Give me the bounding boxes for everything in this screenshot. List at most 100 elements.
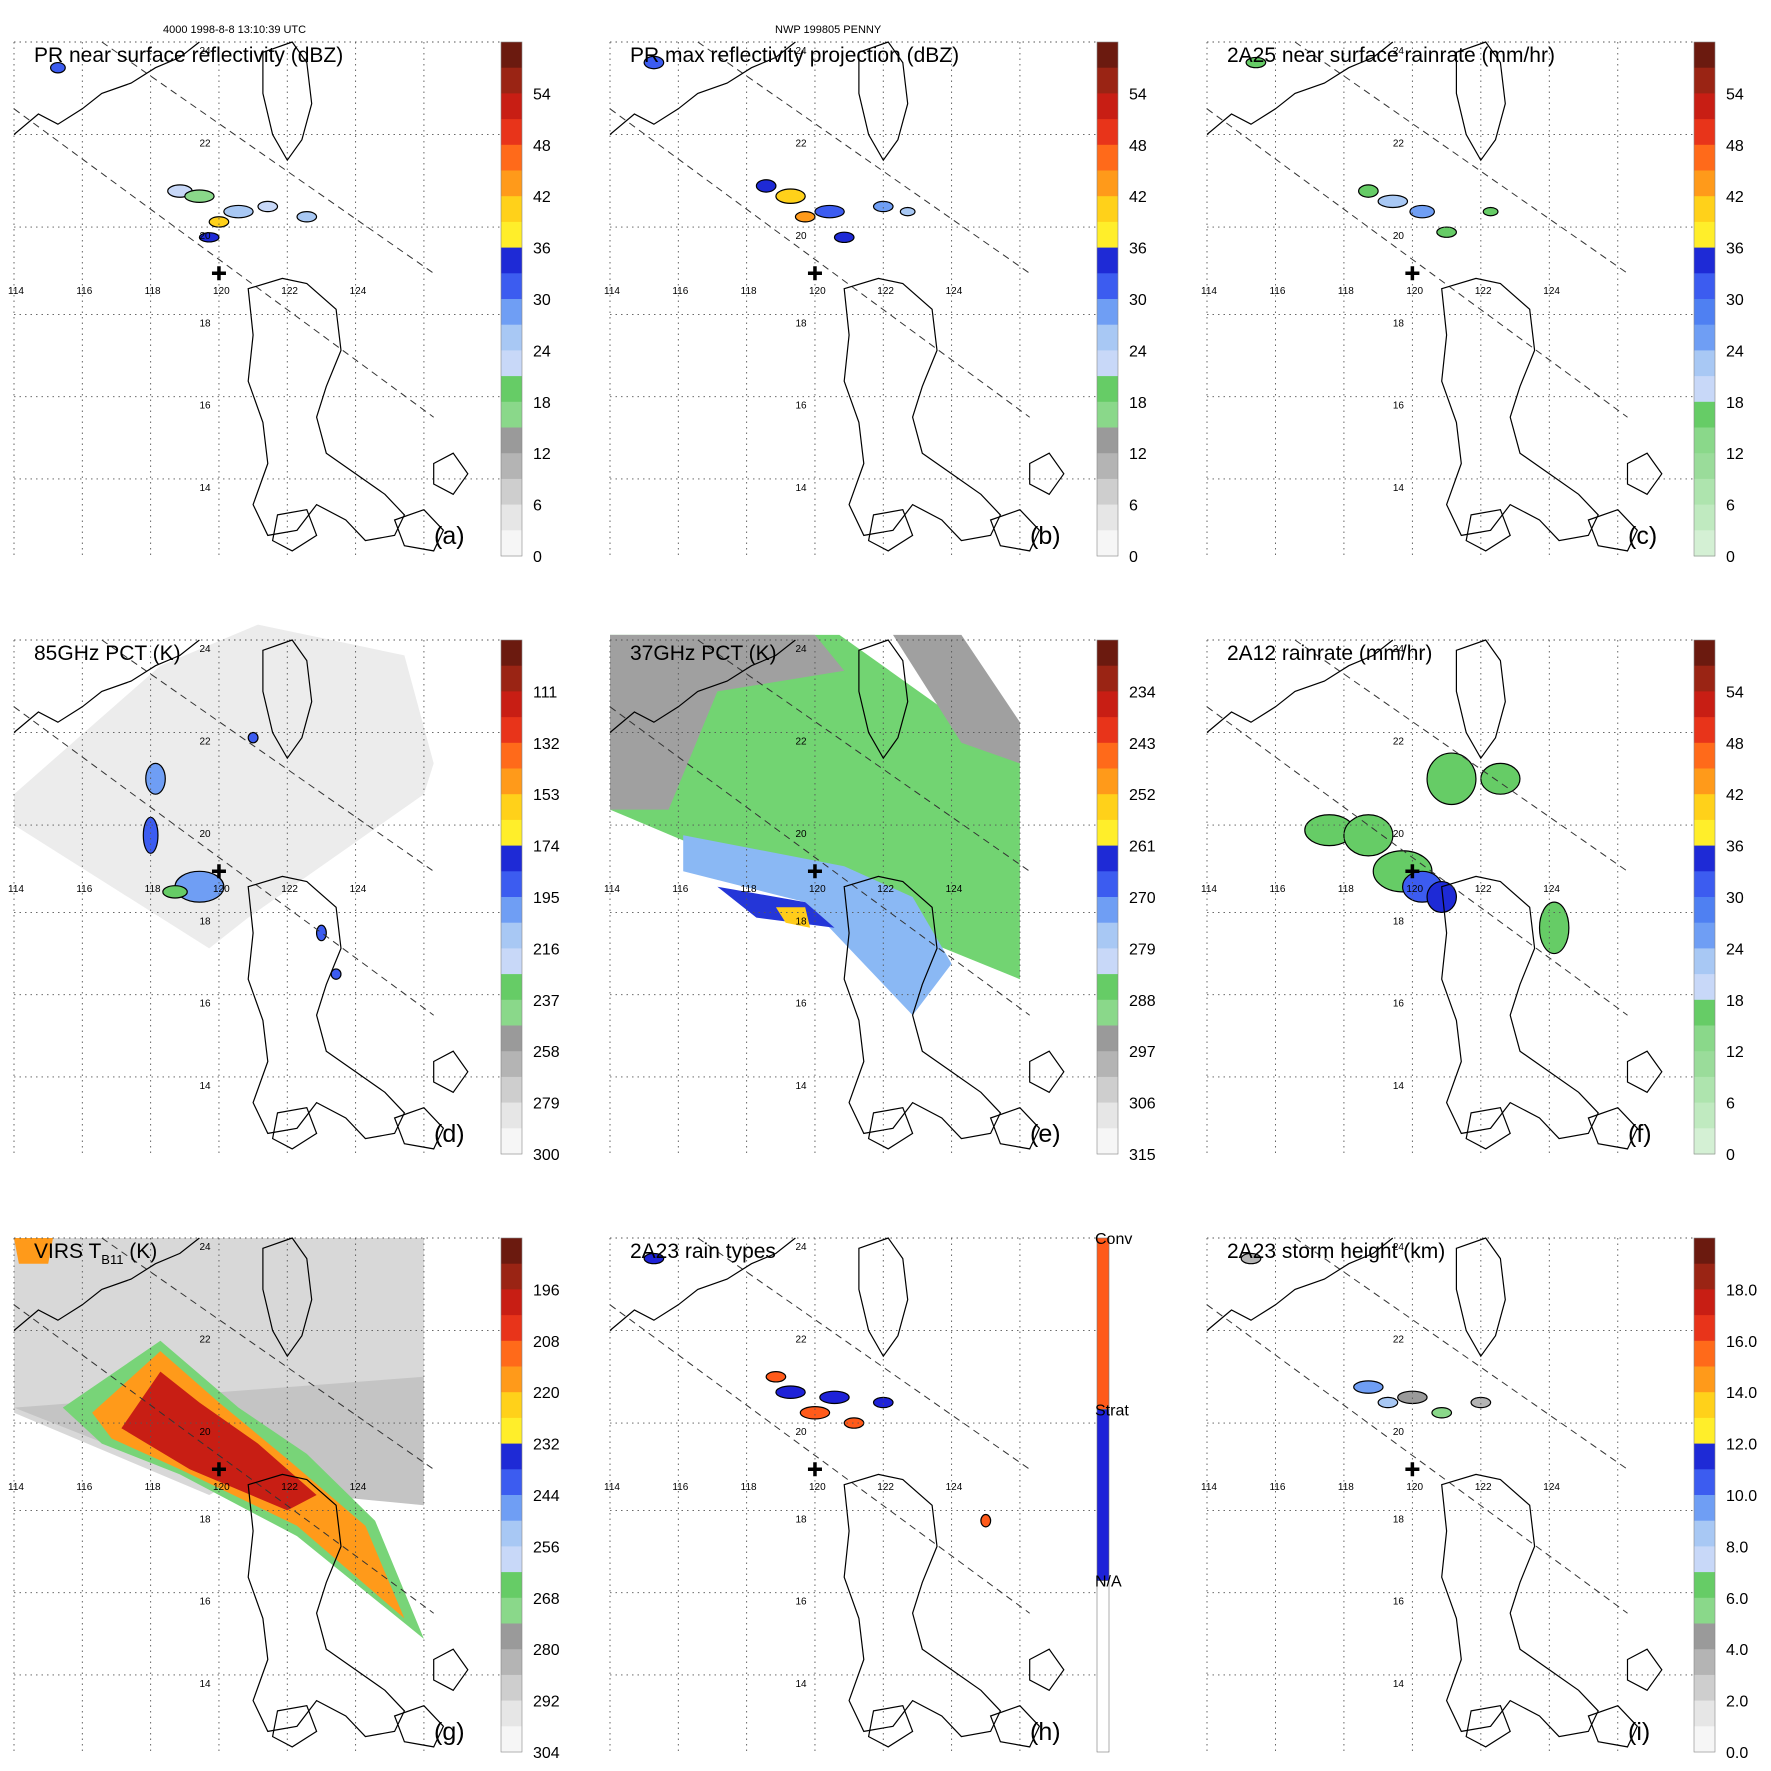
coastline <box>262 1237 313 1358</box>
lat-label: 14 <box>795 1679 807 1690</box>
lat-label: 14 <box>199 483 211 494</box>
panel-title: 85GHz PCT (K) <box>34 642 181 665</box>
colorbar-tick-label: 306 <box>1129 1096 1156 1113</box>
rain-echo <box>184 189 215 203</box>
colorbar-bin <box>1694 1469 1715 1496</box>
panel-label: (c) <box>1628 522 1657 550</box>
lon-label: 114 <box>8 884 24 895</box>
colorbar-tick-label: 36 <box>533 241 551 258</box>
lon-label: 124 <box>1543 1482 1560 1493</box>
rain-echo <box>833 231 855 244</box>
lat-label: 20 <box>199 829 211 840</box>
colorbar-frame <box>1693 639 1716 1155</box>
colorbar-bin <box>501 1238 522 1265</box>
colorbar-bin <box>501 768 522 795</box>
rain-echo <box>794 211 816 223</box>
category-label: Conv <box>1095 1231 1132 1248</box>
colorbar-bin <box>501 324 522 351</box>
tb-cold-region <box>683 835 952 1016</box>
coastline <box>1626 1050 1663 1094</box>
title-unit: (K) <box>123 1240 157 1263</box>
lat-label: 20 <box>795 1427 807 1438</box>
colorbar-bin <box>1097 819 1118 847</box>
colorbar-bin <box>1097 324 1118 351</box>
colorbar-tick-label: 16.0 <box>1726 1334 1757 1351</box>
colorbar-bin <box>501 1700 522 1727</box>
coastline <box>1455 41 1506 162</box>
colorbar-frame <box>500 639 523 1155</box>
coastline <box>843 875 1002 1140</box>
colorbar-bin <box>501 247 522 274</box>
colorbar-bin <box>1694 691 1715 718</box>
colorbar-bin <box>1097 1102 1118 1129</box>
colorbar-bin <box>1097 42 1118 69</box>
colorbar-tick-label: 18 <box>1129 395 1147 412</box>
lat-label: 22 <box>795 1335 807 1346</box>
coastline <box>433 1050 469 1094</box>
colorbar-bin <box>1694 1700 1715 1727</box>
rain-echo <box>872 200 894 213</box>
lon-label: 124 <box>1543 286 1560 297</box>
colorbar-frame <box>1693 1237 1716 1753</box>
lon-label: 124 <box>946 1482 963 1493</box>
colorbar-bin <box>501 1520 522 1547</box>
coastline <box>13 1237 200 1331</box>
storm-name-header: NWP 199805 PENNY <box>775 24 882 36</box>
lat-label: 18 <box>199 916 211 927</box>
colorbar-bin <box>501 1417 522 1445</box>
colorbar-bin <box>1694 196 1715 223</box>
coastline <box>433 1648 469 1692</box>
panel-label: (d) <box>434 1120 465 1148</box>
coastline <box>867 1705 914 1748</box>
lat-label: 22 <box>795 737 807 748</box>
colorbar-tick-label: 12 <box>1726 446 1744 463</box>
lat-label: 14 <box>1393 483 1405 494</box>
lon-label: 120 <box>1406 286 1423 297</box>
colorbar-bin <box>1097 665 1118 692</box>
coastline <box>989 509 1041 552</box>
coastline <box>609 639 796 733</box>
colorbar-bin <box>1097 530 1118 557</box>
colorbar-bin <box>1097 478 1118 506</box>
colorbar-bin <box>1097 221 1118 249</box>
colorbar-tick-label: 315 <box>1129 1147 1156 1164</box>
colorbar-tick-label: 12 <box>1129 446 1147 463</box>
coastline <box>1441 875 1599 1140</box>
colorbar-tick-label: 288 <box>1129 993 1156 1010</box>
rain-echo <box>1480 762 1521 795</box>
lon-label: 124 <box>946 884 963 895</box>
colorbar-bin <box>501 691 522 718</box>
colorbar-bin <box>501 1572 522 1599</box>
colorbar-bin <box>1097 640 1118 667</box>
colorbar-tick-label: 30 <box>1129 292 1147 309</box>
colorbar-bin <box>1694 1546 1715 1573</box>
colorbar-bin <box>1694 1025 1715 1052</box>
colorbar-bin <box>1694 1392 1715 1419</box>
colorbar-bin <box>501 299 522 326</box>
storm-center-marker <box>807 864 822 879</box>
colorbar-bin <box>1694 324 1715 351</box>
colorbar-bin <box>1694 1366 1715 1393</box>
colorbar-bin <box>1097 691 1118 718</box>
colorbar-bin <box>1694 1238 1715 1265</box>
panel-g: 114 116 118 120 122 124 14 16 18 20 22 24 VIRS TB11 … <box>8 1237 560 1762</box>
rain-echo <box>1426 752 1477 806</box>
rain-echo <box>1377 194 1409 209</box>
panel-title: VIRS TB11 (K) <box>34 1240 157 1267</box>
colorbar-bin <box>1694 67 1715 94</box>
lon-label: 118 <box>741 884 757 895</box>
colorbar-tick-label: 48 <box>1726 736 1744 753</box>
colorbar-bin <box>1694 221 1715 249</box>
lat-label: 18 <box>795 318 807 329</box>
lat-label: 24 <box>1393 644 1405 655</box>
colorbar-bin <box>1097 1025 1118 1052</box>
coastline <box>393 1107 445 1150</box>
ir-cold-tops <box>14 1238 53 1264</box>
colorbar-bin <box>501 665 522 692</box>
rain-echo <box>257 200 279 213</box>
lon-label: 118 <box>1338 1482 1354 1493</box>
colorbar-tick-label: 153 <box>533 787 560 804</box>
coastline <box>1455 639 1506 760</box>
